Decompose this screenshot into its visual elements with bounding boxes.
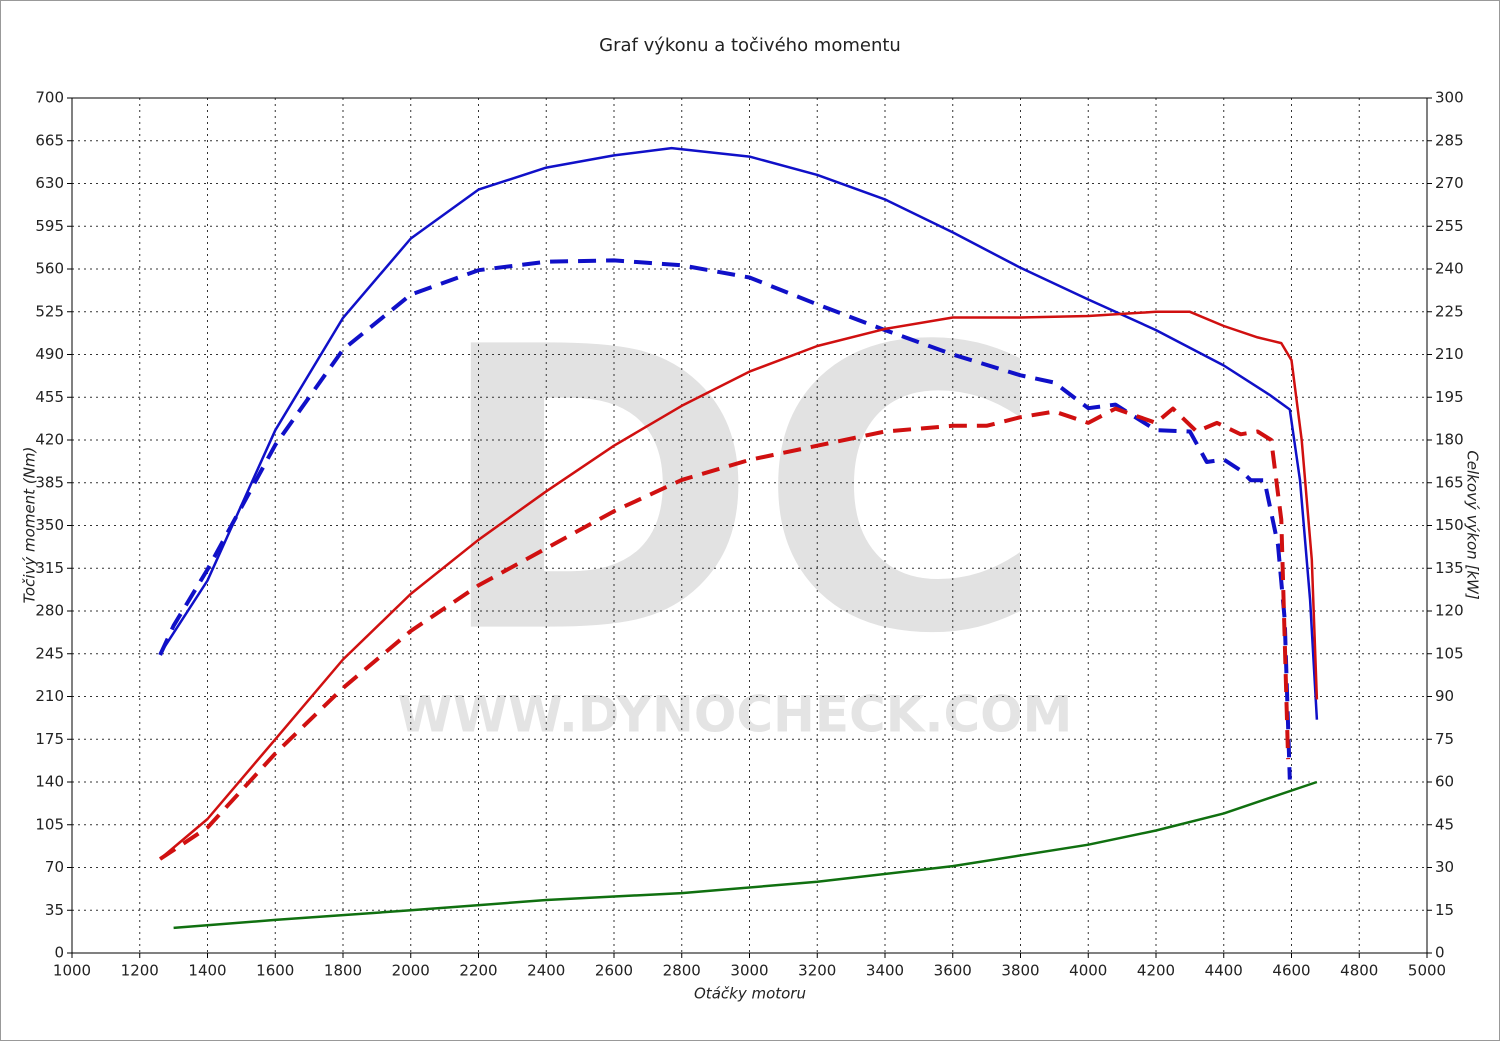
y-tick-label: 245 bbox=[35, 644, 64, 662]
y2-tick-label: 30 bbox=[1435, 858, 1454, 876]
watermark-logo: DC bbox=[435, 265, 1045, 719]
y-tick-label: 700 bbox=[35, 89, 64, 107]
y2-tick-label: 180 bbox=[1435, 431, 1464, 449]
y2-tick-label: 75 bbox=[1435, 730, 1454, 748]
y-tick-label: 525 bbox=[35, 302, 64, 320]
x-tick-label: 3600 bbox=[934, 962, 972, 980]
x-tick-label: 4600 bbox=[1272, 962, 1310, 980]
y2-tick-label: 300 bbox=[1435, 89, 1464, 107]
y-tick-label: 70 bbox=[45, 858, 64, 876]
y2-tick-label: 195 bbox=[1435, 388, 1464, 406]
y-tick-label: 35 bbox=[45, 901, 64, 919]
x-tick-label: 5000 bbox=[1408, 962, 1446, 980]
y-tick-label: 175 bbox=[35, 730, 64, 748]
x-tick-label: 2800 bbox=[663, 962, 701, 980]
y-tick-label: 350 bbox=[35, 516, 64, 534]
y2-tick-label: 0 bbox=[1435, 944, 1445, 962]
x-tick-label: 3000 bbox=[730, 962, 768, 980]
y2-tick-label: 210 bbox=[1435, 345, 1464, 363]
x-tick-label: 4000 bbox=[1069, 962, 1107, 980]
y-tick-label: 420 bbox=[35, 431, 64, 449]
y-tick-label: 560 bbox=[35, 260, 64, 278]
y2-tick-label: 225 bbox=[1435, 302, 1464, 320]
x-tick-label: 4400 bbox=[1205, 962, 1243, 980]
x-tick-label: 3400 bbox=[866, 962, 904, 980]
x-tick-label: 1600 bbox=[256, 962, 294, 980]
y-tick-label: 665 bbox=[35, 131, 64, 149]
x-tick-label: 2000 bbox=[392, 962, 430, 980]
y2-tick-label: 255 bbox=[1435, 217, 1464, 235]
series-line bbox=[158, 406, 1291, 861]
series-line bbox=[158, 258, 1292, 780]
x-axis-label: Otáčky motoru bbox=[694, 985, 806, 1003]
y-tick-label: 0 bbox=[54, 944, 64, 962]
x-tick-label: 1200 bbox=[121, 962, 159, 980]
x-tick-label: 3800 bbox=[1001, 962, 1039, 980]
y-tick-label: 105 bbox=[35, 815, 64, 833]
y2-axis-label: Celkový výkon [kW] bbox=[1464, 450, 1482, 600]
y2-tick-label: 135 bbox=[1435, 559, 1464, 577]
x-tick-label: 1400 bbox=[188, 962, 226, 980]
y-tick-label: 210 bbox=[35, 687, 64, 705]
y2-tick-label: 270 bbox=[1435, 174, 1464, 192]
y-tick-label: 630 bbox=[35, 174, 64, 192]
y2-tick-label: 165 bbox=[1435, 473, 1464, 491]
y-tick-label: 455 bbox=[35, 388, 64, 406]
series-line bbox=[173, 780, 1318, 930]
x-tick-label: 4200 bbox=[1137, 962, 1175, 980]
x-tick-label: 4800 bbox=[1340, 962, 1378, 980]
plot-border bbox=[71, 97, 1428, 954]
y2-tick-label: 150 bbox=[1435, 516, 1464, 534]
x-tick-label: 2600 bbox=[595, 962, 633, 980]
y-tick-label: 490 bbox=[35, 345, 64, 363]
y2-tick-label: 240 bbox=[1435, 260, 1464, 278]
series-line bbox=[159, 310, 1319, 860]
x-tick-label: 1000 bbox=[53, 962, 91, 980]
series-line bbox=[159, 146, 1319, 720]
y2-tick-label: 60 bbox=[1435, 773, 1454, 791]
y-tick-label: 595 bbox=[35, 217, 64, 235]
y-tick-label: 140 bbox=[35, 773, 64, 791]
x-tick-label: 2400 bbox=[527, 962, 565, 980]
x-tick-label: 2200 bbox=[459, 962, 497, 980]
y-tick-label: 385 bbox=[35, 473, 64, 491]
y2-tick-label: 90 bbox=[1435, 687, 1454, 705]
x-tick-label: 3200 bbox=[798, 962, 836, 980]
y-tick-label: 315 bbox=[35, 559, 64, 577]
y-axis-label: Točivý moment (Nm) bbox=[21, 447, 39, 604]
x-tick-label: 1800 bbox=[324, 962, 362, 980]
y2-tick-label: 15 bbox=[1435, 901, 1454, 919]
y2-tick-label: 120 bbox=[1435, 602, 1464, 620]
chart-title: Graf výkonu a točivého momentu bbox=[599, 35, 901, 56]
y2-tick-label: 285 bbox=[1435, 131, 1464, 149]
y2-tick-label: 105 bbox=[1435, 644, 1464, 662]
y-tick-label: 280 bbox=[35, 602, 64, 620]
y2-tick-label: 45 bbox=[1435, 815, 1454, 833]
watermark-url: WWW.DYNOCHECK.COM bbox=[398, 686, 1073, 744]
